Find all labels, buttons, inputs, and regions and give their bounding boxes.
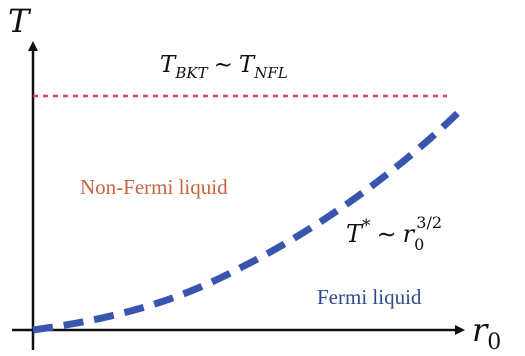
crossover-var: r <box>403 220 416 248</box>
nfl-label-main: T <box>239 52 256 78</box>
crossover-exponent: 3/2 <box>416 213 442 232</box>
x-axis-label-subscript: 0 <box>487 330 501 355</box>
y-axis-label: T <box>8 2 32 40</box>
fermi-liquid-label: Fermi liquid <box>317 285 422 309</box>
x-axis-label: r0 <box>472 311 501 355</box>
relation-symbol: ∼ <box>214 52 233 78</box>
crossover-var-sub: 0 <box>414 235 424 254</box>
crossover-label: T* ∼ r0 3/2 <box>346 213 442 254</box>
x-axis-label-main: r <box>472 311 489 349</box>
crossover-label-main: T <box>346 220 364 248</box>
non-fermi-liquid-label: Non-Fermi liquid <box>80 175 228 199</box>
crossover-curve <box>32 103 468 334</box>
crossover-relation: ∼ <box>377 220 397 248</box>
bkt-label-sub: BKT <box>174 64 208 82</box>
bkt-label-main: T <box>160 52 177 78</box>
bkt-nfl-label: TBKT ∼ TNFL <box>160 52 288 82</box>
crossover-label-star: * <box>362 216 371 236</box>
nfl-label-sub: NFL <box>253 64 288 82</box>
